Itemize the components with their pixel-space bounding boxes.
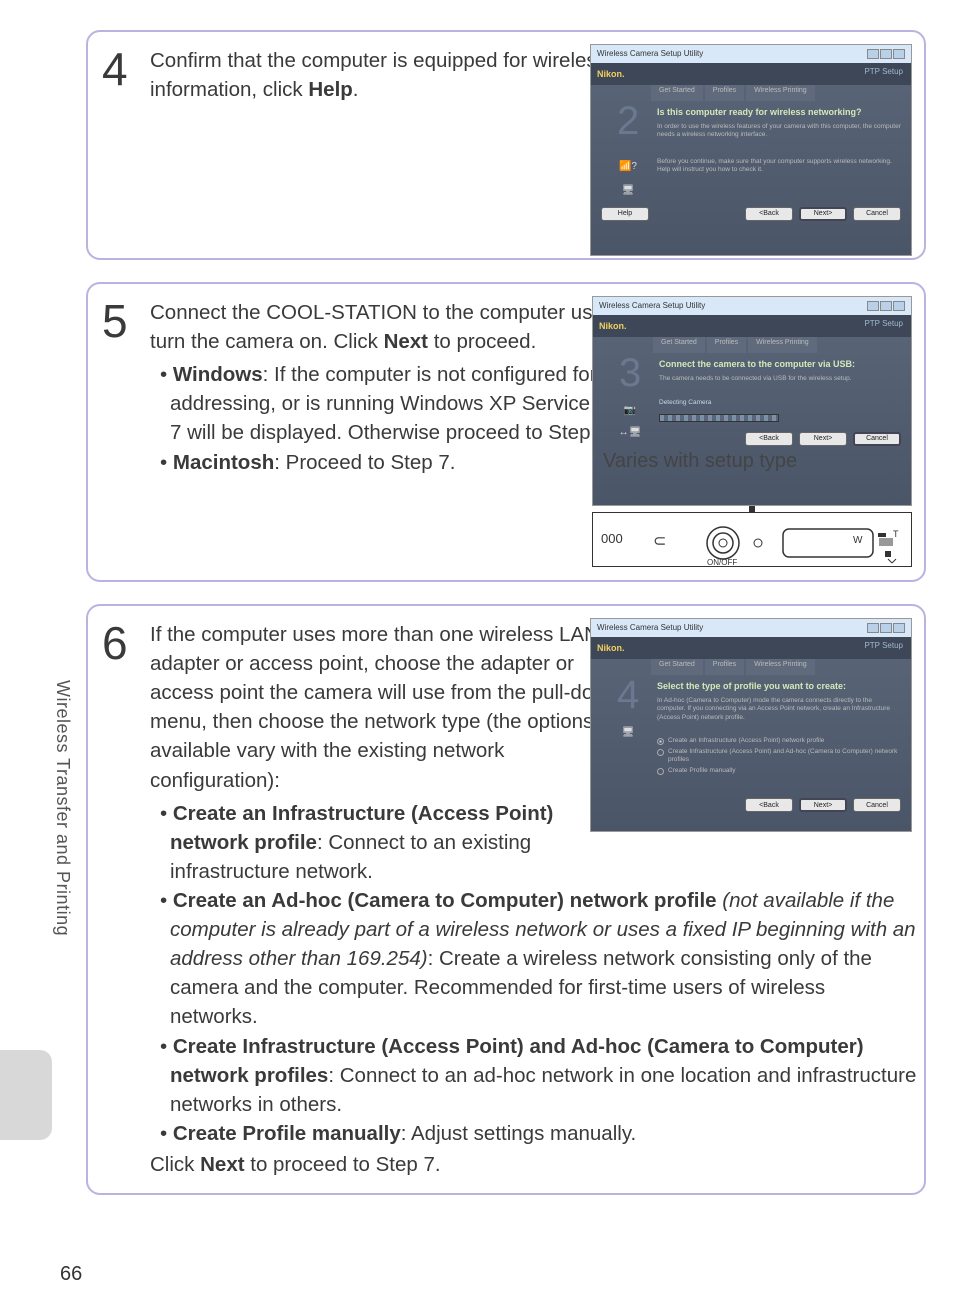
nikon-logo: Nikon. xyxy=(597,69,625,79)
tab-get-started[interactable]: Get Started xyxy=(651,659,703,675)
camera-diagram: 000 ⊂ ON/OFF T W xyxy=(592,512,912,567)
side-tab xyxy=(0,1050,52,1140)
window-title: Wireless Camera Setup Utility xyxy=(599,301,705,311)
tab-wireless-printing[interactable]: Wireless Printing xyxy=(746,85,815,101)
radio-label: Create Infrastructure (Access Point) and… xyxy=(668,748,901,765)
next-button[interactable]: Next> xyxy=(799,432,847,446)
back-button[interactable]: <Back xyxy=(745,798,793,812)
cancel-button[interactable]: Cancel xyxy=(853,432,901,446)
svg-text:W: W xyxy=(853,535,863,546)
next-button[interactable]: Next> xyxy=(799,207,847,221)
page-number: 66 xyxy=(60,1263,82,1286)
varies-label: Varies with setup type xyxy=(603,449,797,473)
step-6: 6 If the computer uses more than one wir… xyxy=(86,604,926,1195)
radio-option-1[interactable]: Create an Infrastructure (Access Point) … xyxy=(657,736,901,746)
wizard-step-number: 3 xyxy=(619,351,641,396)
intro-text: If the computer uses more than one wirel… xyxy=(150,620,620,795)
tab-profiles[interactable]: Profiles xyxy=(705,659,744,675)
back-button[interactable]: <Back xyxy=(745,207,793,221)
help-label: Help xyxy=(308,78,352,101)
camera-counter: 000 xyxy=(601,531,623,546)
nikon-logo: Nikon. xyxy=(599,321,627,331)
macintosh-label: Macintosh xyxy=(173,451,274,474)
opt4-bold: Create Profile manually xyxy=(173,1122,401,1145)
next-label: Next xyxy=(200,1153,244,1176)
svg-text:T: T xyxy=(893,529,899,539)
cancel-button[interactable]: Cancel xyxy=(853,798,901,812)
screenshot-step-5: Wireless Camera Setup Utility Nikon. PTP… xyxy=(592,296,912,567)
text: . xyxy=(353,78,359,101)
window-buttons[interactable] xyxy=(867,623,905,633)
tab-profiles[interactable]: Profiles xyxy=(705,85,744,101)
setup-badge: PTP Setup xyxy=(864,67,903,76)
screenshot-step-6: Wireless Camera Setup Utility Nikon. PTP… xyxy=(590,618,912,832)
power-switch-icon: ⊂ xyxy=(653,531,666,551)
window-title: Wireless Camera Setup Utility xyxy=(597,49,703,59)
radio-option-2[interactable]: Create Infrastructure (Access Point) and… xyxy=(657,747,901,766)
wizard-step-number: 4 xyxy=(617,673,639,718)
wizard-step-number: 2 xyxy=(617,99,639,144)
radio-option-3[interactable]: Create Profile manually xyxy=(657,766,901,776)
cancel-button[interactable]: Cancel xyxy=(853,207,901,221)
setup-badge: PTP Setup xyxy=(864,319,903,328)
setup-badge: PTP Setup xyxy=(864,641,903,650)
text: to proceed to Step 7. xyxy=(245,1153,441,1176)
text: : Proceed to Step 7. xyxy=(274,451,455,474)
sidebar-section-label: Wireless Transfer and Printing xyxy=(52,680,73,936)
step-4: 4 Confirm that the computer is equipped … xyxy=(86,30,926,260)
step-5: 5 Connect the COOL-STATION to the comput… xyxy=(86,282,926,582)
back-button[interactable]: <Back xyxy=(745,432,793,446)
screenshot-step-4: Wireless Camera Setup Utility Nikon. PTP… xyxy=(590,44,912,256)
computer-icon: 🖥 xyxy=(613,727,643,753)
next-button[interactable]: Next> xyxy=(799,798,847,812)
tab-wireless-printing[interactable]: Wireless Printing xyxy=(746,659,815,675)
opt4-text: : Adjust settings manually. xyxy=(401,1122,637,1145)
svg-text:ON/OFF: ON/OFF xyxy=(707,558,737,565)
computer-icon: 🖥 xyxy=(613,185,643,211)
camera-body-icon: ON/OFF T W xyxy=(693,521,903,565)
next-label: Next xyxy=(384,330,428,353)
step-number: 5 xyxy=(102,298,140,566)
tab-profiles[interactable]: Profiles xyxy=(707,337,746,353)
wifi-icon: 📶? xyxy=(613,161,643,187)
step-number: 4 xyxy=(102,46,140,244)
window-title: Wireless Camera Setup Utility xyxy=(597,623,703,633)
opt2-bold: Create an Ad-hoc (Camera to Computer) ne… xyxy=(173,889,717,912)
tab-get-started[interactable]: Get Started xyxy=(651,85,703,101)
text: Click xyxy=(150,1153,200,1176)
windows-label: Windows xyxy=(173,363,263,386)
radio-label: Create an Infrastructure (Access Point) … xyxy=(668,737,824,745)
nikon-logo: Nikon. xyxy=(597,643,625,653)
text: to proceed. xyxy=(428,330,536,353)
tab-wireless-printing[interactable]: Wireless Printing xyxy=(748,337,817,353)
tab-get-started[interactable]: Get Started xyxy=(653,337,705,353)
progress-bar xyxy=(659,414,779,422)
radio-label: Create Profile manually xyxy=(668,767,736,775)
step-number: 6 xyxy=(102,620,140,1179)
window-buttons[interactable] xyxy=(867,301,905,311)
window-buttons[interactable] xyxy=(867,49,905,59)
